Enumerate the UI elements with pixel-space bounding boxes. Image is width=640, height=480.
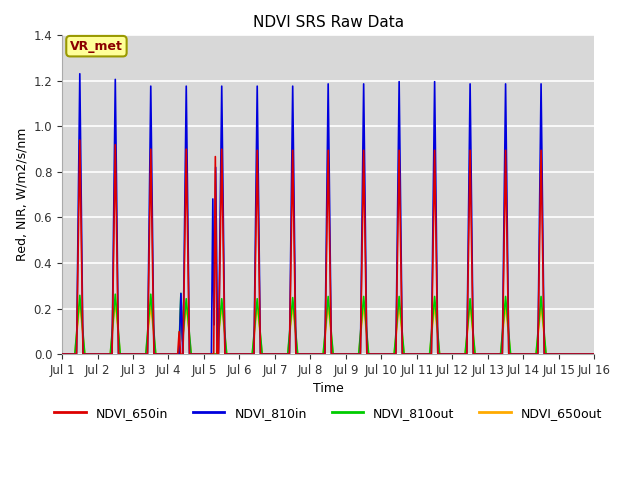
NDVI_810out — [591, 351, 598, 357]
NDVI_650out — [402, 351, 410, 357]
NDVI_810in — [58, 351, 66, 357]
NDVI_650in — [76, 137, 84, 143]
NDVI_650out — [589, 351, 596, 357]
NDVI_650in — [172, 351, 180, 357]
NDVI_810out — [172, 351, 180, 357]
NDVI_810out — [402, 351, 410, 357]
NDVI_810out — [257, 342, 265, 348]
Line: NDVI_810in: NDVI_810in — [62, 74, 595, 354]
NDVI_650out — [111, 299, 119, 305]
NDVI_650out — [172, 351, 180, 357]
NDVI_810in — [477, 351, 485, 357]
NDVI_810in — [589, 351, 596, 357]
NDVI_810in — [257, 351, 265, 357]
NDVI_650out — [477, 351, 485, 357]
Text: VR_met: VR_met — [70, 40, 123, 53]
NDVI_650out — [591, 351, 598, 357]
NDVI_810in — [172, 351, 180, 357]
NDVI_650in — [58, 351, 66, 357]
NDVI_810in — [402, 351, 410, 357]
Legend: NDVI_650in, NDVI_810in, NDVI_810out, NDVI_650out: NDVI_650in, NDVI_810in, NDVI_810out, NDV… — [49, 402, 607, 425]
NDVI_810out — [177, 290, 185, 296]
NDVI_810in — [166, 351, 174, 357]
X-axis label: Time: Time — [313, 383, 344, 396]
NDVI_810out — [166, 351, 174, 357]
Line: NDVI_650out: NDVI_650out — [62, 302, 595, 354]
NDVI_650out — [58, 351, 66, 357]
NDVI_650in — [591, 351, 598, 357]
Line: NDVI_650in: NDVI_650in — [62, 140, 595, 354]
NDVI_650out — [257, 343, 265, 349]
Title: NDVI SRS Raw Data: NDVI SRS Raw Data — [253, 15, 404, 30]
NDVI_650in — [257, 351, 265, 357]
NDVI_810out — [589, 351, 596, 357]
NDVI_650in — [166, 351, 174, 357]
NDVI_650out — [166, 351, 174, 357]
NDVI_650in — [477, 351, 485, 357]
Y-axis label: Red, NIR, W/m2/s/nm: Red, NIR, W/m2/s/nm — [15, 128, 28, 262]
NDVI_810in — [76, 71, 84, 77]
NDVI_650in — [402, 351, 410, 357]
NDVI_810out — [477, 351, 485, 357]
Line: NDVI_810out: NDVI_810out — [62, 293, 595, 354]
NDVI_650in — [589, 351, 596, 357]
NDVI_810in — [591, 351, 598, 357]
NDVI_810out — [58, 351, 66, 357]
